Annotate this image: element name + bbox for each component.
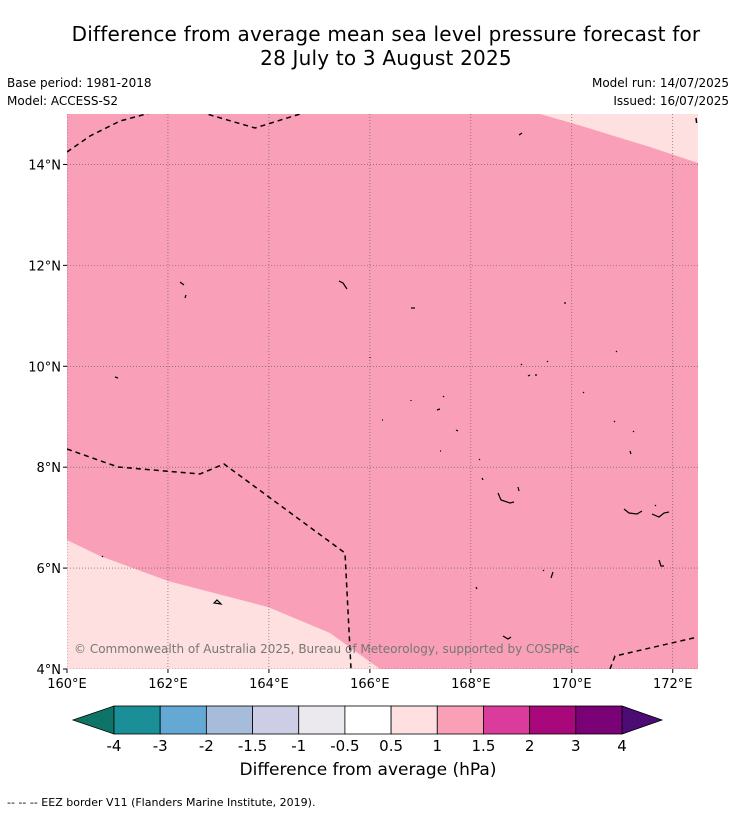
longitude-axis: 160°E 162°E 164°E 166°E 168°E 170°E 172°E xyxy=(47,669,693,692)
map-plot-area: © Commonwealth of Australia 2025, Bureau… xyxy=(67,114,698,669)
colorbar-tick-label: -2 xyxy=(199,737,214,755)
anomaly-region-0.5-1-northeast xyxy=(540,114,698,163)
island xyxy=(497,486,520,504)
colorbar-swatch xyxy=(436,705,484,735)
latitude-tick-label: 10°N xyxy=(28,360,61,375)
island xyxy=(410,391,585,401)
latitude-tick-label: 6°N xyxy=(37,562,62,577)
island xyxy=(212,599,223,605)
colorbar-swatch xyxy=(252,705,300,735)
island xyxy=(502,635,512,640)
title-line-1: Difference from average mean sea level p… xyxy=(71,22,701,46)
latitude-tick-label: 14°N xyxy=(28,158,61,173)
island xyxy=(478,458,484,481)
island xyxy=(654,504,657,507)
anomaly-field-1-1.5 xyxy=(67,114,698,669)
eez-borders xyxy=(67,114,698,669)
chart-title: Difference from average mean sea level p… xyxy=(0,22,736,70)
colorbar: -4 -3 -2 -1.5 -1 -0.5 0.5 1 1.5 2 3 4 xyxy=(71,705,664,755)
colorbar-tick-label: 2 xyxy=(525,737,535,755)
longitude-tick-label: 166°E xyxy=(350,677,390,692)
colorbar-tick-label: 0.5 xyxy=(379,737,403,755)
colorbar-tick-label: 3 xyxy=(571,737,581,755)
colorbar-swatch xyxy=(298,705,346,735)
base-period: Base period: 1981-2018 xyxy=(7,76,152,90)
island xyxy=(382,408,635,433)
longitude-tick-label: 170°E xyxy=(552,677,592,692)
island xyxy=(440,429,632,455)
island xyxy=(101,555,104,558)
colorbar-swatch xyxy=(529,705,577,735)
colorbar-under-arrow xyxy=(71,705,115,735)
colorbar-over-arrow xyxy=(621,705,664,735)
colorbar-tick-label: -1.5 xyxy=(238,737,267,755)
island xyxy=(615,350,618,353)
model-name: Model: ACCESS-S2 xyxy=(7,94,119,108)
colorbar-tick-label: -0.5 xyxy=(330,737,359,755)
colorbar-label: Difference from average (hPa) xyxy=(239,760,497,780)
longitude-tick-label: 162°E xyxy=(148,677,188,692)
anomaly-region-0.5-1-southwest xyxy=(67,540,380,669)
island xyxy=(338,280,348,290)
graticule xyxy=(67,114,698,669)
colorbar-swatch xyxy=(390,705,438,735)
island xyxy=(520,360,549,377)
footnote-eez-legend: -- -- -- EEZ border V11 (Flanders Marine… xyxy=(7,796,316,809)
colorbar-swatch xyxy=(575,705,623,735)
colorbar-tick-label: 1.5 xyxy=(472,737,496,755)
eez-line-ne xyxy=(695,117,698,127)
eez-line-n xyxy=(204,114,301,129)
island xyxy=(542,559,664,579)
model-run: Model run: 14/07/2025 xyxy=(591,76,729,90)
meta-right: Model run: 14/07/2025 Issued: 16/07/2025 xyxy=(592,74,729,110)
colorbar-swatch xyxy=(344,705,392,735)
latitude-tick-label: 4°N xyxy=(37,663,62,678)
colorbar-swatch xyxy=(483,705,531,735)
latitude-tick-label: 8°N xyxy=(37,461,62,476)
colorbar-tick-label: -4 xyxy=(107,737,122,755)
title-line-2: 28 July to 3 August 2025 xyxy=(260,46,512,70)
eez-line-se xyxy=(609,636,698,669)
island xyxy=(475,586,478,590)
colorbar-tick-label: -3 xyxy=(153,737,168,755)
colorbar-tick-label: 4 xyxy=(617,737,627,755)
colorbar-swatch xyxy=(113,705,161,735)
longitude-tick-label: 160°E xyxy=(47,677,87,692)
latitude-axis: 4°N 6°N 8°N 10°N 12°N 14°N xyxy=(28,158,67,678)
colorbar-swatch xyxy=(205,705,253,735)
copyright-notice: © Commonwealth of Australia 2025, Bureau… xyxy=(74,642,579,656)
island xyxy=(114,376,119,379)
islands xyxy=(101,132,670,640)
island xyxy=(179,281,187,299)
eez-line-central xyxy=(67,448,352,669)
island xyxy=(518,132,523,136)
island xyxy=(623,508,670,518)
issued-date: Issued: 16/07/2025 xyxy=(613,94,729,108)
meta-left: Base period: 1981-2018 Model: ACCESS-S2 xyxy=(7,74,152,110)
colorbar-tick-label: -1 xyxy=(291,737,306,755)
longitude-tick-label: 172°E xyxy=(653,677,693,692)
colorbar-swatch xyxy=(159,705,207,735)
longitude-tick-label: 168°E xyxy=(451,677,491,692)
longitude-tick-label: 164°E xyxy=(249,677,289,692)
colorbar-tick-label: 1 xyxy=(432,737,442,755)
latitude-tick-label: 12°N xyxy=(28,259,61,274)
